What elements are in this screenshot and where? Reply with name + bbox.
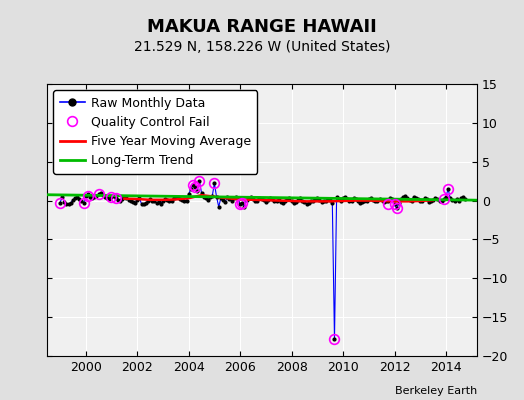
Legend: Raw Monthly Data, Quality Control Fail, Five Year Moving Average, Long-Term Tren: Raw Monthly Data, Quality Control Fail, … xyxy=(53,90,257,174)
Text: Berkeley Earth: Berkeley Earth xyxy=(395,386,477,396)
Text: MAKUA RANGE HAWAII: MAKUA RANGE HAWAII xyxy=(147,18,377,36)
Text: 21.529 N, 158.226 W (United States): 21.529 N, 158.226 W (United States) xyxy=(134,40,390,54)
